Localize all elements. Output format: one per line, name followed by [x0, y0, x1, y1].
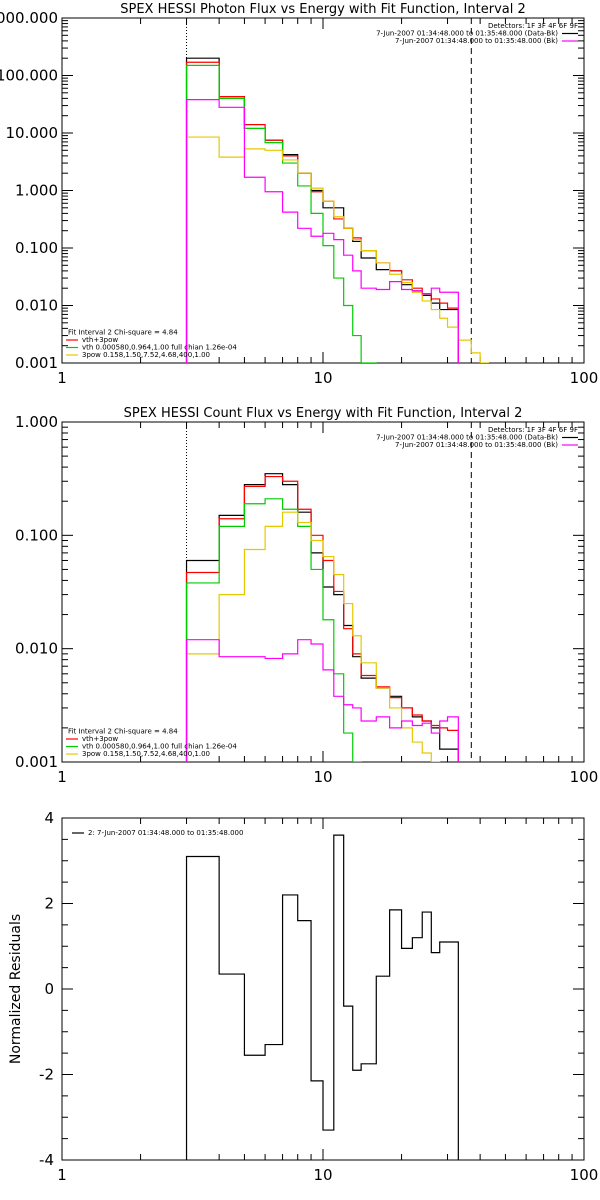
x-tick-label: 100: [570, 369, 599, 387]
x-tick-label: 10: [313, 369, 332, 387]
legend-top-entry: 7-Jun-2007 01:34:48.000 to 01:35:48.000 …: [376, 434, 558, 442]
legend-bottom-entry: vth 0.000580,0.964,1.00 full chian 1.26e…: [82, 344, 237, 352]
series-total: [185, 834, 459, 1160]
series-vth: [185, 498, 362, 762]
y-tick-label: 0: [44, 980, 54, 998]
legend-top-entry: 7-Jun-2007 01:34:48.000 to 01:35:48.000 …: [395, 441, 558, 449]
series-3pow: [185, 136, 489, 363]
x-tick-label: 1: [57, 768, 67, 786]
y-tick-label: 1.000: [15, 182, 58, 200]
x-tick-label: 10: [313, 1166, 332, 1184]
series-group: [185, 834, 459, 1160]
legend-top-entry: 7-Jun-2007 01:34:48.000 to 01:35:48.000 …: [376, 30, 558, 38]
series-3pow: [185, 511, 441, 762]
panel-1: SPEX HESSI Photon Flux vs Energy with Fi…: [0, 2, 599, 387]
y-tick-label: 2: [44, 895, 54, 913]
legend-bottom-entry: vth 0.000580,0.964,1.00 full chian 1.26e…: [82, 743, 237, 751]
legend-top-entry: Detectors: 1F 3F 4F 6F 9F: [488, 22, 578, 30]
x-tick-label: 10: [313, 768, 332, 786]
series-background: [185, 639, 459, 762]
y-tick-label: 0.010: [15, 640, 58, 658]
y-tick-label: 0.100: [15, 239, 58, 257]
y-tick-label: 100.000: [0, 67, 58, 85]
legend-entry: 2: 7-Jun-2007 01:34:48.000 to 01:35:48.0…: [88, 829, 243, 837]
panel-3: Normalized Residuals 1 10 100 -4 -2 0 2 4 2: 7-Ju…: [8, 809, 599, 1184]
chart-title: SPEX HESSI Photon Flux vs Energy with Fi…: [120, 2, 526, 17]
series-fit_sum: [185, 475, 459, 762]
legend-bottom-entry: vth+3pow: [82, 735, 118, 743]
y-axis-title: Normalized Residuals: [8, 914, 24, 1064]
panel-2: SPEX HESSI Count Flux vs Energy with Fit…: [15, 406, 599, 786]
x-tick-label: 100: [570, 1166, 599, 1184]
x-tick-label: 100: [570, 768, 599, 786]
legend-top-entry: 7-Jun-2007 01:34:48.000 to 01:35:48.000 …: [395, 37, 558, 45]
x-tick-label: 1: [57, 369, 67, 387]
chart-title: SPEX HESSI Count Flux vs Energy with Fit…: [124, 406, 523, 421]
legend-bottom-entry: 3pow 0.158,1.50,7.52,4.68,400,1.00: [82, 351, 210, 359]
legend-bottom-entry: Fit Interval 2 Chi-square = 4.84: [68, 329, 178, 337]
y-tick-label: 1.000: [15, 413, 58, 431]
series-vth: [185, 64, 377, 363]
y-tick-label: -2: [39, 1066, 54, 1084]
legend-bottom-entry: vth+3pow: [82, 336, 118, 344]
y-tick-label: 10.000: [6, 124, 59, 142]
legend-bottom-entry: 3pow 0.158,1.50,7.52,4.68,400,1.00: [82, 750, 210, 758]
series-background: [185, 99, 459, 363]
legend-bottom-entry: Fit Interval 2 Chi-square = 4.84: [68, 728, 178, 736]
y-tick-label: 0.001: [15, 354, 58, 372]
legend-top-entry: Detectors: 1F 3F 4F 6F 9F: [488, 426, 578, 434]
y-tick-label: 0.001: [15, 753, 58, 771]
y-tick-label: 0.100: [15, 526, 58, 544]
y-tick-label: 4: [44, 809, 54, 827]
series-group: [185, 473, 459, 762]
series-group: [185, 57, 489, 363]
y-tick-label: 0.010: [15, 297, 58, 315]
x-tick-label: 1: [57, 1166, 67, 1184]
y-tick-label: -4: [39, 1151, 54, 1169]
